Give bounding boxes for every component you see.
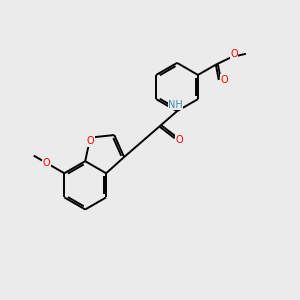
Text: O: O [175,135,183,145]
Text: O: O [230,49,238,59]
Text: O: O [86,136,94,146]
Text: NH: NH [168,100,183,110]
Text: O: O [220,75,228,85]
Text: O: O [43,158,50,168]
